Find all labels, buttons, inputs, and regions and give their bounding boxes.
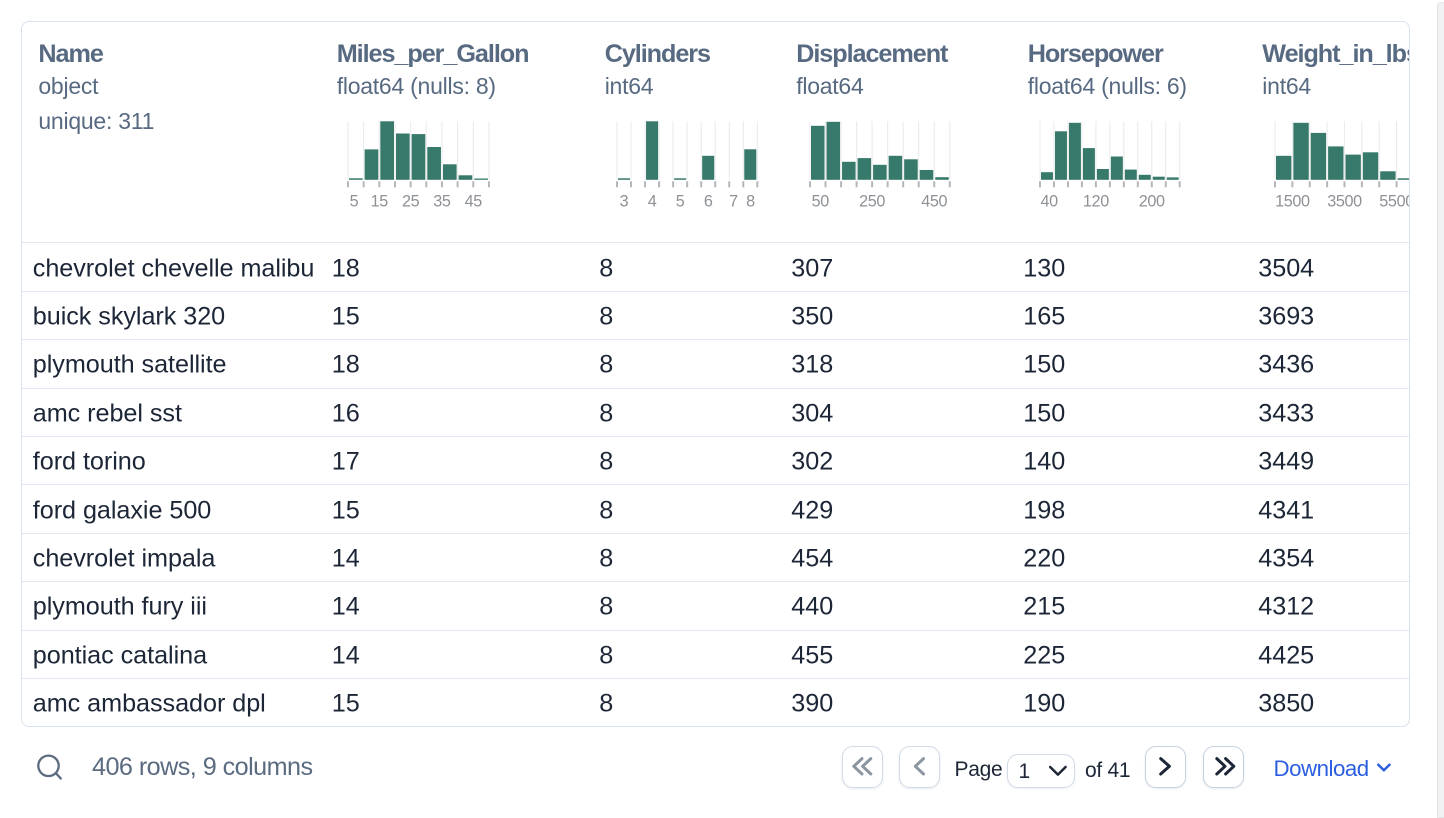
svg-text:3: 3 bbox=[620, 193, 629, 211]
svg-text:5: 5 bbox=[676, 193, 685, 211]
svg-text:50: 50 bbox=[812, 193, 830, 211]
svg-text:6: 6 bbox=[704, 193, 713, 211]
svg-text:8: 8 bbox=[747, 193, 756, 211]
svg-text:4: 4 bbox=[648, 193, 657, 211]
svg-text:250: 250 bbox=[859, 193, 885, 211]
svg-text:5: 5 bbox=[350, 193, 359, 211]
svg-text:1500: 1500 bbox=[1275, 193, 1310, 211]
svg-text:35: 35 bbox=[434, 193, 452, 211]
svg-text:120: 120 bbox=[1083, 193, 1109, 211]
svg-text:7: 7 bbox=[729, 193, 738, 211]
svg-text:450: 450 bbox=[921, 193, 947, 211]
svg-text:200: 200 bbox=[1139, 193, 1165, 211]
svg-text:15: 15 bbox=[371, 193, 389, 211]
svg-text:5500: 5500 bbox=[1379, 193, 1410, 211]
svg-text:45: 45 bbox=[465, 193, 483, 211]
svg-text:3500: 3500 bbox=[1327, 193, 1362, 211]
svg-text:40: 40 bbox=[1040, 193, 1058, 211]
svg-text:25: 25 bbox=[402, 193, 420, 211]
